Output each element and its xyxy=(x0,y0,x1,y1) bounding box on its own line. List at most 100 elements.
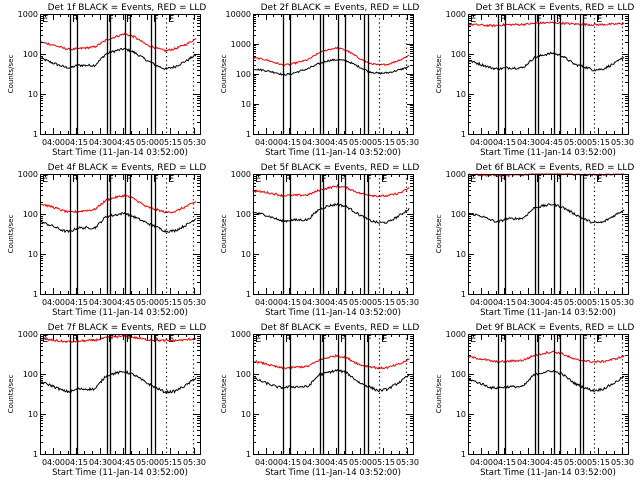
interval-marker-f: F xyxy=(72,14,78,25)
x-tick-label: 05:00 xyxy=(136,458,159,467)
x-tick-label: 04:30 xyxy=(89,458,112,467)
interval-marker-e: E xyxy=(596,14,602,25)
x-tick-label: 04:30 xyxy=(302,298,325,307)
x-tick-label: 04:15 xyxy=(493,138,516,147)
x-tick-label: 05:15 xyxy=(587,138,610,147)
x-axis-label: Start Time (11-Jan-14 03:52:00) xyxy=(265,468,401,478)
interval-marker-f: F xyxy=(153,14,159,25)
plot-frame xyxy=(253,14,414,135)
x-tick-label: 04:30 xyxy=(517,298,540,307)
x-tick-label: 04:00 xyxy=(42,298,65,307)
y-axis-label: Counts/sec xyxy=(435,55,443,94)
chart-title: Det 4f BLACK = Events, RED = LLD xyxy=(48,163,207,173)
plot-frame xyxy=(468,14,629,135)
y-tick-label: 10 xyxy=(28,410,38,419)
interval-marker-f: F xyxy=(108,174,114,185)
plot-frame xyxy=(468,174,629,295)
interval-marker-f: F xyxy=(366,334,372,345)
events-series-line xyxy=(39,47,197,71)
x-axis-label: Start Time (11-Jan-14 03:52:00) xyxy=(265,148,401,158)
y-tick-label: 100 xyxy=(451,210,466,219)
x-tick-label: 04:45 xyxy=(540,138,563,147)
interval-marker-f: F xyxy=(321,334,327,345)
interval-marker-f: F xyxy=(108,334,114,345)
interval-marker-e: E xyxy=(381,174,387,185)
chart-title: Det 7f BLACK = Events, RED = LLD xyxy=(48,323,207,333)
y-tick-label: 10 xyxy=(241,100,251,109)
interval-marker-f: F xyxy=(582,14,588,25)
interval-marker-f: F xyxy=(500,174,506,185)
lld-series-line xyxy=(39,32,197,53)
events-series-line xyxy=(467,51,625,72)
x-tick-label: 05:15 xyxy=(159,458,182,467)
interval-marker-f: F xyxy=(126,14,132,25)
interval-marker-e: E xyxy=(42,334,48,345)
x-axis-label: Start Time (11-Jan-14 03:52:00) xyxy=(52,308,188,318)
x-tick-label: 04:30 xyxy=(89,138,112,147)
x-axis-label: Start Time (11-Jan-14 03:52:00) xyxy=(480,468,616,478)
lld-series-line xyxy=(40,193,197,214)
x-tick-label: 04:45 xyxy=(325,138,348,147)
x-tick-label: 05:15 xyxy=(587,298,610,307)
chart-title: Det 2f BLACK = Events, RED = LLD xyxy=(261,3,420,13)
y-tick-label: 1 xyxy=(461,290,466,299)
plot-frame xyxy=(40,334,201,455)
y-tick-label: 1 xyxy=(461,130,466,139)
interval-marker-e: E xyxy=(470,334,476,345)
interval-marker-f: F xyxy=(582,334,588,345)
x-tick-label: 05:00 xyxy=(136,138,159,147)
x-tick-label: 04:00 xyxy=(470,298,493,307)
interval-marker-e: E xyxy=(168,334,174,345)
lld-series-line xyxy=(252,353,410,370)
x-tick-label: 04:30 xyxy=(517,138,540,147)
y-tick-label: 10000 xyxy=(226,10,251,19)
y-tick-label: 10 xyxy=(456,410,466,419)
interval-marker-f: F xyxy=(108,14,114,25)
interval-marker-e: E xyxy=(470,174,476,185)
interval-marker-e: E xyxy=(596,334,602,345)
interval-marker-e: E xyxy=(42,14,48,25)
y-tick-label: 100 xyxy=(23,370,38,379)
x-tick-label: 04:45 xyxy=(112,298,135,307)
x-tick-label: 05:30 xyxy=(611,138,634,147)
interval-marker-f: F xyxy=(536,334,542,345)
x-tick-label: 04:15 xyxy=(278,138,301,147)
interval-marker-f: F xyxy=(582,174,588,185)
x-tick-label: 04:45 xyxy=(325,458,348,467)
events-series-line xyxy=(252,58,410,76)
x-tick-label: 05:15 xyxy=(587,458,610,467)
y-tick-label: 100 xyxy=(23,50,38,59)
x-tick-label: 04:30 xyxy=(302,138,325,147)
x-tick-label: 04:15 xyxy=(65,458,88,467)
x-axis-label: Start Time (11-Jan-14 03:52:00) xyxy=(480,308,616,318)
x-tick-label: 04:15 xyxy=(493,458,516,467)
x-tick-label: 04:45 xyxy=(112,138,135,147)
x-tick-label: 05:30 xyxy=(396,458,419,467)
plot-frame xyxy=(40,174,201,295)
y-tick-label: 1000 xyxy=(18,170,38,179)
events-series-line xyxy=(252,202,410,225)
y-tick-label: 10 xyxy=(456,250,466,259)
x-tick-label: 04:45 xyxy=(325,298,348,307)
y-tick-label: 1 xyxy=(246,130,251,139)
y-tick-label: 10 xyxy=(241,250,251,259)
interval-marker-f: F xyxy=(153,334,159,345)
events-series-line xyxy=(252,369,410,393)
x-tick-label: 04:45 xyxy=(540,458,563,467)
x-tick-label: 05:15 xyxy=(372,298,395,307)
lld-series-line xyxy=(252,184,410,198)
y-tick-label: 1 xyxy=(246,290,251,299)
x-tick-label: 05:00 xyxy=(349,458,372,467)
plot-frame xyxy=(40,14,201,135)
x-tick-label: 04:15 xyxy=(65,298,88,307)
x-tick-label: 05:30 xyxy=(396,138,419,147)
y-axis-label: Counts/sec xyxy=(220,55,228,94)
x-tick-label: 04:00 xyxy=(470,138,493,147)
x-tick-label: 04:15 xyxy=(65,138,88,147)
